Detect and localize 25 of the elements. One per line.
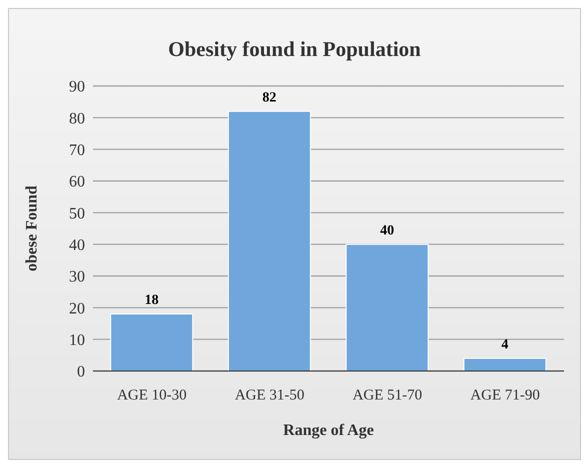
bar [463, 358, 546, 371]
chart-title: Obesity found in Population [167, 37, 422, 62]
y-tick-label: 0 [77, 364, 85, 381]
y-tick-label: 30 [69, 268, 85, 286]
y-tick-label: 60 [69, 174, 85, 191]
x-tick-label: AGE 71-90 [470, 388, 540, 404]
data-label: 40 [380, 223, 394, 238]
x-tick-label: AGE 31-50 [234, 388, 304, 404]
y-tick-label: 70 [69, 142, 85, 160]
bar [228, 110, 311, 371]
y-axis-title: obese Found [24, 186, 41, 272]
y-tick-label: 80 [69, 110, 85, 128]
data-label: 18 [144, 293, 159, 308]
y-tick-label: 20 [69, 300, 85, 318]
data-label: 4 [501, 337, 508, 352]
data-label: 82 [262, 90, 276, 106]
x-tick-label: AGE 10-30 [117, 388, 187, 404]
x-axis-title: Range of Age [283, 422, 374, 439]
bar [346, 244, 429, 371]
y-tick-label: 50 [69, 205, 85, 222]
y-tick-label: 10 [69, 332, 85, 350]
y-tick-label: 90 [69, 78, 85, 96]
bar [110, 314, 194, 371]
y-tick-label: 40 [69, 237, 85, 254]
x-tick-label: AGE 51-70 [352, 388, 422, 404]
